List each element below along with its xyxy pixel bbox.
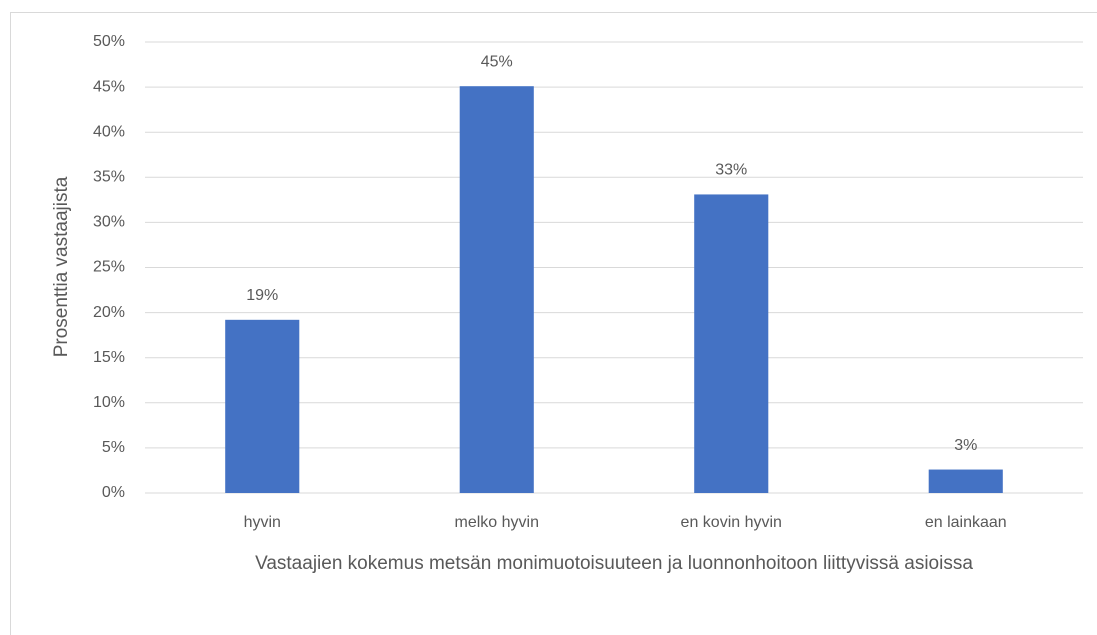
y-tick-label: 40%: [93, 123, 125, 140]
x-axis-title: Vastaajien kokemus metsän monimuotoisuut…: [255, 553, 973, 574]
y-tick-label: 50%: [93, 33, 125, 50]
x-tick-label: en kovin hyvin: [681, 514, 782, 531]
bar: [459, 86, 534, 493]
data-label: 19%: [246, 287, 278, 304]
y-tick-label: 20%: [93, 304, 125, 321]
y-tick-label: 45%: [93, 78, 125, 95]
x-tick-label: melko hyvin: [455, 514, 539, 531]
y-tick-label: 15%: [93, 349, 125, 366]
x-tick-label: en lainkaan: [925, 514, 1007, 531]
y-tick-label: 30%: [93, 214, 125, 231]
chart-border: [10, 12, 1097, 635]
x-tick-label: hyvin: [244, 514, 281, 531]
data-label: 45%: [481, 53, 513, 70]
y-tick-label: 5%: [102, 439, 125, 456]
data-label: 33%: [715, 162, 747, 179]
y-tick-label: 25%: [93, 259, 125, 276]
y-tick-label: 10%: [93, 394, 125, 411]
bar: [225, 319, 300, 493]
y-axis-title: Prosenttia vastaajista: [51, 176, 72, 357]
data-label: 3%: [954, 437, 977, 454]
bar: [928, 469, 1003, 493]
y-tick-label: 35%: [93, 169, 125, 186]
bar: [694, 194, 769, 494]
y-tick-label: 0%: [102, 484, 125, 501]
